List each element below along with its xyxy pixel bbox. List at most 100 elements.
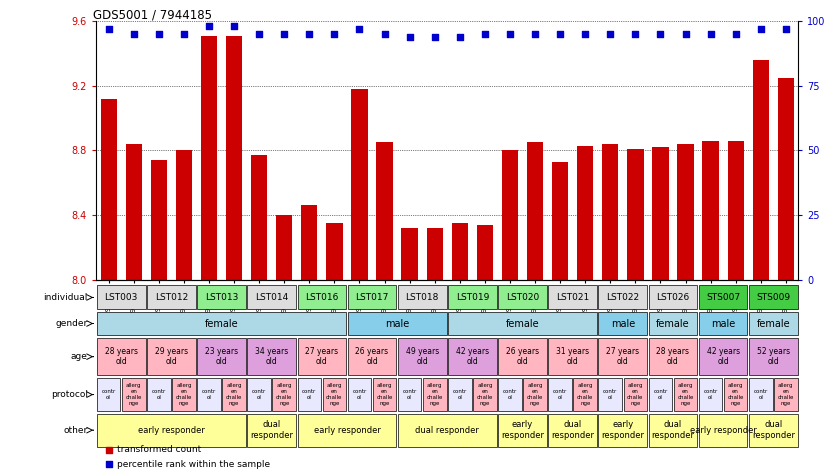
- Bar: [777, 78, 794, 280]
- FancyBboxPatch shape: [699, 285, 747, 310]
- FancyBboxPatch shape: [298, 338, 346, 375]
- Text: 31 years
old: 31 years old: [556, 347, 589, 366]
- Text: transformed count: transformed count: [117, 445, 201, 454]
- Text: dual
responder: dual responder: [651, 420, 695, 440]
- Text: 49 years
old: 49 years old: [405, 347, 439, 366]
- FancyBboxPatch shape: [448, 338, 497, 375]
- Text: early responder: early responder: [314, 426, 380, 435]
- FancyBboxPatch shape: [774, 378, 798, 411]
- FancyBboxPatch shape: [523, 378, 547, 411]
- Point: [503, 30, 517, 38]
- Text: contr
ol: contr ol: [703, 389, 718, 400]
- FancyBboxPatch shape: [247, 285, 296, 310]
- FancyBboxPatch shape: [448, 311, 597, 336]
- Bar: [401, 228, 418, 280]
- FancyBboxPatch shape: [448, 378, 472, 411]
- Text: allerg
en
challe
nge: allerg en challe nge: [376, 383, 393, 406]
- FancyBboxPatch shape: [699, 414, 747, 447]
- FancyBboxPatch shape: [699, 378, 722, 411]
- Text: allerg
en
challe
nge: allerg en challe nge: [426, 383, 443, 406]
- Point: [127, 30, 140, 38]
- Text: LST020: LST020: [506, 293, 539, 302]
- Bar: [100, 99, 117, 280]
- Point: [779, 25, 793, 33]
- Bar: [201, 36, 217, 280]
- Point: [378, 30, 391, 38]
- Text: contr
ol: contr ol: [603, 389, 618, 400]
- Bar: [502, 151, 518, 280]
- Text: contr
ol: contr ol: [653, 389, 668, 400]
- Point: [478, 30, 492, 38]
- Text: 23 years
old: 23 years old: [205, 347, 238, 366]
- Text: allerg
en
challe
nge: allerg en challe nge: [727, 383, 744, 406]
- FancyBboxPatch shape: [649, 338, 697, 375]
- FancyBboxPatch shape: [122, 378, 145, 411]
- Text: 28 years
old: 28 years old: [656, 347, 690, 366]
- Text: female: female: [757, 319, 790, 328]
- Bar: [602, 144, 619, 280]
- Text: 26 years
old: 26 years old: [355, 347, 389, 366]
- FancyBboxPatch shape: [147, 285, 196, 310]
- FancyBboxPatch shape: [624, 378, 647, 411]
- Bar: [677, 144, 694, 280]
- Text: early responder: early responder: [690, 426, 757, 435]
- Text: allerg
en
challe
nge: allerg en challe nge: [326, 383, 343, 406]
- Text: allerg
en
challe
nge: allerg en challe nge: [527, 383, 543, 406]
- FancyBboxPatch shape: [323, 378, 346, 411]
- FancyBboxPatch shape: [749, 338, 798, 375]
- Text: early responder: early responder: [138, 426, 205, 435]
- FancyBboxPatch shape: [273, 378, 296, 411]
- Bar: [451, 223, 468, 280]
- FancyBboxPatch shape: [398, 285, 446, 310]
- Bar: [552, 162, 568, 280]
- Point: [403, 33, 416, 41]
- Point: [102, 446, 115, 454]
- Bar: [276, 215, 293, 280]
- Point: [303, 30, 316, 38]
- Text: dual
responder: dual responder: [551, 420, 594, 440]
- FancyBboxPatch shape: [423, 378, 446, 411]
- FancyBboxPatch shape: [749, 414, 798, 447]
- FancyBboxPatch shape: [348, 311, 446, 336]
- FancyBboxPatch shape: [649, 414, 697, 447]
- Text: allerg
en
challe
nge: allerg en challe nge: [677, 383, 694, 406]
- Text: contr
ol: contr ol: [753, 389, 768, 400]
- Point: [654, 30, 667, 38]
- Text: 27 years
old: 27 years old: [305, 347, 339, 366]
- FancyBboxPatch shape: [674, 378, 697, 411]
- Text: 34 years
old: 34 years old: [255, 347, 288, 366]
- Text: 27 years
old: 27 years old: [606, 347, 640, 366]
- Text: LST017: LST017: [355, 293, 389, 302]
- FancyBboxPatch shape: [398, 378, 421, 411]
- FancyBboxPatch shape: [473, 378, 497, 411]
- Point: [227, 23, 241, 30]
- Text: dual responder: dual responder: [415, 426, 479, 435]
- FancyBboxPatch shape: [97, 414, 246, 447]
- Point: [252, 30, 266, 38]
- FancyBboxPatch shape: [498, 285, 547, 310]
- Bar: [527, 142, 543, 280]
- FancyBboxPatch shape: [348, 338, 396, 375]
- FancyBboxPatch shape: [97, 338, 145, 375]
- Text: contr
ol: contr ol: [201, 389, 217, 400]
- Point: [428, 33, 441, 41]
- Bar: [150, 160, 167, 280]
- Point: [729, 30, 742, 38]
- Text: contr
ol: contr ol: [352, 389, 367, 400]
- Text: 29 years
old: 29 years old: [155, 347, 188, 366]
- Text: protocol: protocol: [51, 390, 88, 399]
- Text: LST019: LST019: [456, 293, 489, 302]
- Point: [453, 33, 466, 41]
- Bar: [702, 141, 719, 280]
- Point: [177, 30, 191, 38]
- FancyBboxPatch shape: [97, 311, 346, 336]
- Text: gender: gender: [55, 319, 88, 328]
- Text: LST018: LST018: [405, 293, 439, 302]
- Text: contr
ol: contr ol: [452, 389, 467, 400]
- Bar: [226, 36, 242, 280]
- Text: 42 years
old: 42 years old: [456, 347, 489, 366]
- Text: LST003: LST003: [104, 293, 138, 302]
- Bar: [376, 142, 393, 280]
- Bar: [351, 89, 368, 280]
- Bar: [426, 228, 443, 280]
